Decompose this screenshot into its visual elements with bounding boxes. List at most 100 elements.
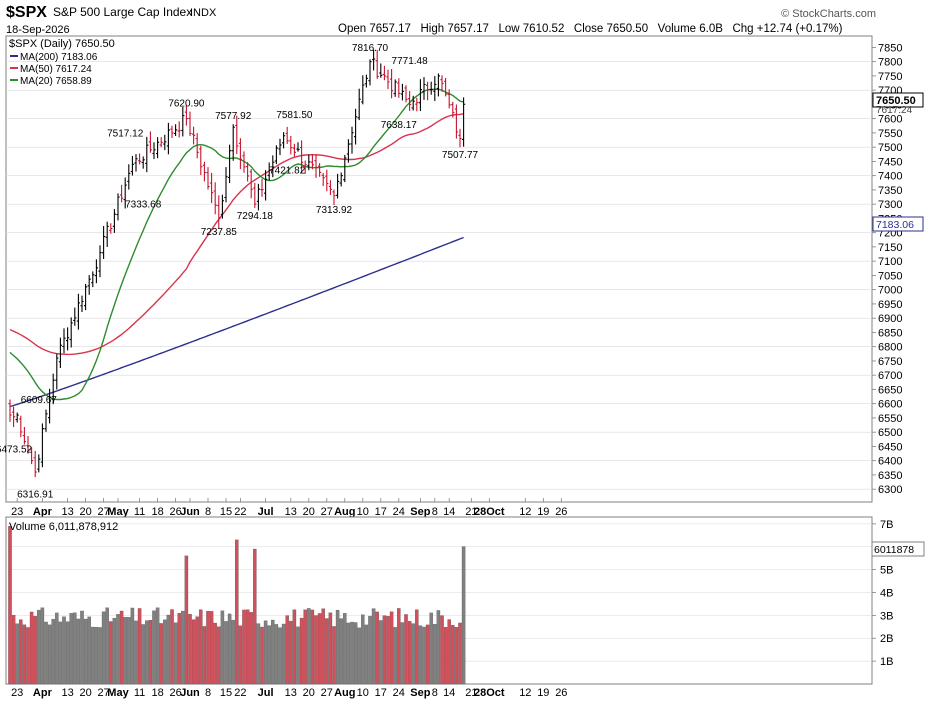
- volume-bar: [80, 610, 84, 685]
- price-bar: [94, 259, 98, 284]
- y-label-6950: 6950: [878, 299, 902, 311]
- price-bar: [249, 169, 253, 199]
- volume-bar: [105, 607, 109, 685]
- volume-bar: [458, 622, 462, 685]
- volume-bar: [440, 615, 444, 685]
- volume-bar: [357, 627, 361, 685]
- price-bar: [33, 450, 37, 478]
- y-label-6300: 6300: [878, 484, 902, 496]
- volume-bar: [91, 626, 95, 685]
- volume-bar: [281, 623, 286, 685]
- volume-bar: [335, 609, 340, 685]
- price-bar: [285, 126, 289, 144]
- price-bar: [418, 79, 422, 112]
- price-bar: [328, 180, 332, 196]
- x-label-Jun: Jun: [180, 506, 200, 518]
- price-bar: [199, 145, 203, 176]
- price-bar: [325, 169, 329, 192]
- annotation-7517.12: 7517.12: [107, 128, 144, 139]
- y-label-6650: 6650: [878, 384, 902, 396]
- price-bar: [152, 142, 156, 160]
- index-name: S&P 500 Large Cap Index: [53, 5, 192, 19]
- legend-ma200: MA(200) 7183.06: [20, 52, 98, 63]
- price-bar: [8, 399, 12, 422]
- current-volume-label: 6011878: [874, 544, 914, 556]
- volume-bar: [112, 617, 117, 685]
- price-bar: [354, 108, 358, 145]
- volume-bar: [278, 627, 282, 685]
- price-bar: [224, 167, 228, 203]
- price-bar: [210, 172, 214, 204]
- volume-bar: [415, 609, 419, 685]
- legend-ma20: MA(20) 7658.89: [20, 76, 92, 87]
- volume-bar: [227, 613, 232, 685]
- volume-bar: [22, 624, 27, 685]
- vol-y-label-3B: 3B: [880, 610, 893, 622]
- price-bar: [404, 85, 408, 103]
- price-bar: [102, 226, 106, 260]
- price-bar: [141, 156, 145, 169]
- x-label-24: 24: [393, 506, 405, 518]
- price-bar: [274, 145, 278, 165]
- price-bar: [184, 105, 188, 126]
- price-bar: [242, 151, 246, 173]
- y-label-7550: 7550: [878, 128, 902, 140]
- price-bar: [361, 75, 365, 105]
- vol-x-label-8: 8: [205, 687, 211, 699]
- volume-bar: [94, 626, 99, 685]
- price-bars: [8, 49, 466, 478]
- volume-bar: [217, 626, 221, 685]
- brand-logo: © StockCharts.com: [781, 8, 876, 20]
- volume-bar: [267, 625, 271, 685]
- volume-y-axis: 1B2B3B4B5B6B7B: [872, 519, 893, 668]
- price-bar: [228, 144, 232, 184]
- vol-x-label-17: 17: [375, 687, 387, 699]
- annotation-7507.77: 7507.77: [442, 150, 479, 161]
- y-label-6550: 6550: [878, 413, 902, 425]
- price-bar: [12, 406, 16, 428]
- volume-bar: [181, 610, 185, 685]
- price-bar: [429, 81, 433, 95]
- volume-bar: [123, 617, 127, 685]
- vol-x-label-24: 24: [393, 687, 405, 699]
- annotation-7313.92: 7313.92: [316, 205, 353, 216]
- x-label-27: 27: [321, 506, 333, 518]
- x-label-Jul: Jul: [258, 506, 274, 518]
- vol-x-label-14: 14: [443, 687, 455, 699]
- volume-bar: [33, 616, 37, 685]
- volume-bar: [371, 608, 376, 685]
- x-label-8: 8: [205, 506, 211, 518]
- volume-bar: [321, 608, 325, 685]
- volume-bar: [65, 621, 70, 685]
- x-label-May: May: [107, 506, 129, 518]
- ma200-value-label: 7183.06: [876, 219, 914, 231]
- volume-bar: [163, 619, 167, 685]
- price-bar: [408, 91, 412, 111]
- volume-bar: [116, 614, 120, 685]
- y-label-7500: 7500: [878, 142, 902, 154]
- vol-x-label-13: 13: [285, 687, 297, 699]
- x-label-Apr: Apr: [33, 506, 53, 518]
- volume-bar: [98, 627, 102, 685]
- price-bar: [321, 173, 325, 187]
- volume-bar: [256, 623, 261, 685]
- volume-bar: [443, 626, 448, 685]
- volume-bar: [47, 624, 52, 685]
- price-bar: [127, 164, 131, 190]
- price-bar: [411, 95, 415, 111]
- x-label-Aug: Aug: [334, 506, 355, 518]
- y-label-6800: 6800: [878, 342, 902, 354]
- x-label-8: 8: [432, 506, 438, 518]
- annotation-7237.85: 7237.85: [201, 227, 238, 238]
- price-bar: [346, 139, 350, 163]
- volume-bar: [379, 620, 383, 685]
- vol-x-label-Aug: Aug: [334, 687, 355, 699]
- volume-bar: [148, 620, 153, 685]
- volume-bar: [83, 618, 88, 685]
- price-bar: [436, 73, 440, 97]
- price-bar: [415, 97, 419, 112]
- volume-bar: [44, 621, 48, 685]
- volume-bar: [209, 611, 214, 685]
- x-label-Sep: Sep: [410, 506, 430, 518]
- y-label-6500: 6500: [878, 427, 902, 439]
